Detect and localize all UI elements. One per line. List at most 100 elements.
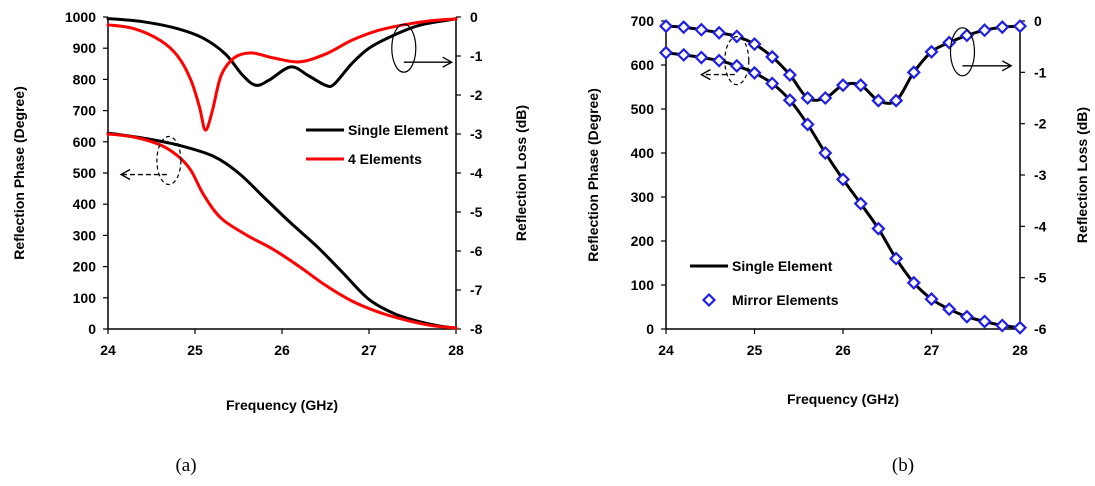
x-tick-label: 24 (658, 342, 674, 358)
mirror-elements-loss-marker (782, 67, 797, 82)
x-tick-label: 25 (187, 342, 203, 358)
legend-swatch-mirror-elements (701, 292, 717, 308)
y-left-tick-label: 800 (73, 71, 97, 87)
mirror-elements-phase-marker (800, 117, 815, 132)
y-left-tick-label: 100 (631, 277, 655, 293)
mirror-elements-loss-marker (835, 78, 851, 93)
y-left-tick-label: 500 (73, 165, 97, 181)
x-tick-label: 28 (1012, 342, 1028, 358)
single-element-phase-line (106, 131, 458, 330)
caption-a: (a) (175, 455, 196, 476)
y-right-tick-label: -7 (470, 282, 483, 298)
right-axis-arrowhead (442, 56, 454, 68)
left-axis-marker-ellipse (156, 135, 182, 186)
y-left-tick-label: 400 (631, 145, 655, 161)
y-left-tick-label: 300 (631, 189, 655, 205)
mirror-elements-loss-marker (942, 35, 957, 50)
y-left-tick-label: 200 (73, 259, 97, 275)
mirror-elements-phase-marker (729, 58, 744, 73)
y-left-label-b: Reflection Phase (Degree) (585, 88, 601, 262)
y-right-tick-label: -4 (470, 165, 483, 181)
y-right-tick-label: -8 (470, 321, 483, 337)
x-tick-label: 26 (274, 342, 290, 358)
mirror-elements-phase-marker (942, 302, 957, 317)
y-right-tick-label: -6 (470, 243, 483, 259)
left-axis-arrowhead (699, 68, 711, 81)
left-axis-arrowhead (119, 168, 131, 181)
chart-panel-b: Reflection Phase (Degree) Reflection Los… (585, 13, 1090, 476)
mirror-elements-loss-marker (889, 93, 904, 108)
caption-b: (b) (892, 455, 914, 476)
y-left-tick-label: 900 (73, 40, 97, 56)
mirror-elements-phase-marker (853, 196, 868, 211)
mirror-elements-loss-marker (658, 19, 674, 34)
y-left-tick-label: 700 (73, 103, 97, 119)
mirror-elements-phase-marker (889, 251, 904, 266)
mirror-elements-loss-marker (995, 20, 1010, 35)
y-right-tick-label: -5 (470, 204, 483, 220)
y-right-tick-label: 0 (1034, 13, 1042, 29)
mirror-elements-phase-marker (977, 314, 992, 329)
mirror-elements-loss-marker (694, 22, 709, 37)
x-label-b: Frequency (GHz) (787, 391, 899, 407)
4-elements-loss-line (106, 17, 458, 132)
legend-label-4-elements: 4 Elements (348, 151, 422, 167)
y-right-label-a: Reflection Loss (dB) (513, 105, 529, 241)
y-right-tick-label: -5 (1034, 270, 1047, 286)
legend-label-single-element: Single Element (348, 122, 449, 138)
mirror-elements-loss-marker (871, 93, 886, 108)
y-left-label-a: Reflection Phase (Degree) (11, 86, 27, 260)
y-left-tick-label: 100 (73, 290, 97, 306)
left-axis-marker-ellipse (724, 35, 750, 86)
y-right-tick-label: -2 (1034, 116, 1047, 132)
mirror-elements-phase-marker (959, 309, 974, 324)
chart-panel-a: Reflection Phase (Degree) Reflection Los… (11, 9, 529, 476)
mirror-elements-loss-marker (1012, 19, 1028, 34)
mirror-elements-loss-marker (924, 44, 939, 59)
y-left-tick-label: 400 (73, 196, 97, 212)
y-left-tick-label: 600 (73, 134, 97, 150)
mirror-elements-loss-marker (676, 20, 691, 35)
x-tick-label: 25 (747, 342, 763, 358)
mirror-elements-loss-marker (853, 78, 868, 93)
mirror-elements-phase-marker (712, 53, 727, 68)
mirror-elements-phase-marker (818, 145, 833, 161)
mirror-elements-loss-marker (977, 23, 992, 38)
legend-label-mirror-elements: Mirror Elements (732, 292, 839, 308)
y-left-tick-label: 700 (631, 13, 655, 29)
mirror-elements-phase-marker (906, 275, 921, 290)
mirror-elements-phase-marker (694, 50, 709, 65)
y-right-tick-label: 0 (470, 9, 478, 25)
x-tick-label: 27 (361, 342, 377, 358)
x-tick-label: 24 (100, 342, 116, 358)
mirror-elements-phase-marker (924, 292, 939, 307)
y-left-tick-label: 300 (73, 227, 97, 243)
single-element-loss-line (106, 17, 458, 89)
mirror-elements-loss-marker (712, 25, 727, 40)
x-label-a: Frequency (GHz) (226, 397, 338, 413)
x-tick-label: 26 (835, 342, 851, 358)
x-tick-label: 28 (448, 342, 464, 358)
right-axis-marker-ellipse (949, 27, 976, 77)
y-right-label-b: Reflection Loss (dB) (1074, 107, 1090, 243)
y-left-tick-label: 500 (631, 101, 655, 117)
mirror-elements-phase-marker (1012, 320, 1028, 335)
y-right-tick-label: -3 (470, 126, 483, 142)
mirror-elements-loss-marker (747, 37, 762, 52)
mirror-elements-phase-marker (747, 65, 762, 80)
y-left-tick-label: 0 (646, 321, 654, 337)
mirror-elements-loss-marker (765, 49, 780, 64)
right-axis-arrowhead (1001, 60, 1013, 72)
y-left-tick-label: 200 (631, 233, 655, 249)
mirror-elements-loss-marker (818, 90, 833, 106)
y-right-tick-label: -4 (1034, 218, 1047, 234)
mirror-elements-loss-marker (800, 90, 815, 106)
right-axis-marker-ellipse (391, 23, 417, 73)
y-right-tick-label: -6 (1034, 321, 1047, 337)
mirror-elements-phase-marker (995, 318, 1010, 333)
mirror-elements-loss-marker (906, 65, 921, 80)
y-left-tick-label: 0 (88, 321, 96, 337)
y-right-tick-label: -1 (1034, 64, 1047, 80)
mirror-elements-phase-marker (658, 45, 674, 60)
single-element-phase-line (664, 51, 1022, 330)
